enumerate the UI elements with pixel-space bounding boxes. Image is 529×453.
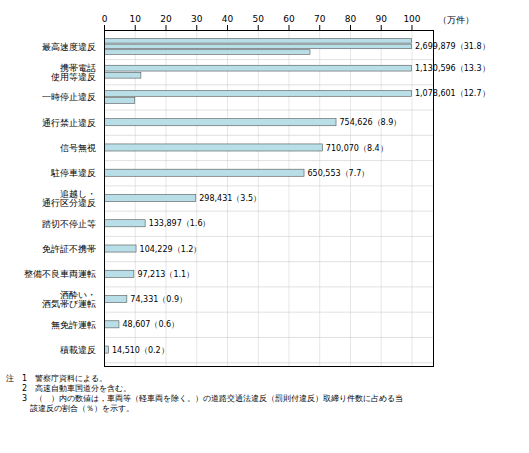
html-text:注 1 警察庁資料による。: 注 1 警察庁資料による。 xyxy=(6,374,108,383)
svg-text:100: 100 xyxy=(403,14,420,24)
svg-text:1,078,601（12.7）: 1,078,601（12.7） xyxy=(415,89,490,98)
svg-text:無免許運転: 無免許運転 xyxy=(51,320,96,330)
svg-text:整備不良車両運転: 整備不良車両運転 xyxy=(24,269,96,279)
svg-text:40: 40 xyxy=(222,14,234,24)
svg-text:携帯電話使用等違反: 携帯電話使用等違反 xyxy=(51,63,96,82)
svg-text:70: 70 xyxy=(314,14,326,24)
svg-text:50: 50 xyxy=(253,14,265,24)
svg-text:追越し・通行区分違反: 追越し・通行区分違反 xyxy=(42,189,96,208)
html-text:3 （ ）内の数値は，車両等（軽車両を除く。）の道路交通法違: 3 （ ）内の数値は，車両等（軽車両を除く。）の道路交通法違反（罰則付違反）取締… xyxy=(6,394,404,403)
svg-text:48,607（0.6）: 48,607（0.6） xyxy=(122,320,179,329)
svg-text:60: 60 xyxy=(283,14,295,24)
svg-text:2,699,879（31.8）: 2,699,879（31.8） xyxy=(415,42,490,51)
svg-text:650,553（7.7）: 650,553（7.7） xyxy=(308,169,370,178)
html-text:2 高速自動車国道分を含む。: 2 高速自動車国道分を含む。 xyxy=(6,384,132,393)
svg-text:10: 10 xyxy=(130,14,142,24)
svg-text:14,510（0.2）: 14,510（0.2） xyxy=(112,346,169,355)
svg-text:1,130,596（13.3）: 1,130,596（13.3） xyxy=(415,64,490,73)
svg-text:30: 30 xyxy=(191,14,203,24)
svg-text:298,431（3.5）: 298,431（3.5） xyxy=(199,194,261,203)
svg-text:駐停車違反: 駐停車違反 xyxy=(50,168,96,178)
svg-text:754,626（8.9）: 754,626（8.9） xyxy=(340,118,402,127)
svg-text:最高速度違反: 最高速度違反 xyxy=(42,42,96,52)
svg-text:74,331（0.9）: 74,331（0.9） xyxy=(130,295,187,304)
svg-text:104,229（1.2）: 104,229（1.2） xyxy=(140,245,202,254)
html-text:該違反の割合（％）を示す。: 該違反の割合（％）を示す。 xyxy=(6,404,134,413)
svg-text:0: 0 xyxy=(102,14,108,24)
svg-text:20: 20 xyxy=(160,14,172,24)
svg-text:（万件）: （万件） xyxy=(438,15,474,25)
svg-text:80: 80 xyxy=(345,14,357,24)
svg-text:通行禁止違反: 通行禁止違反 xyxy=(42,118,96,128)
svg-text:90: 90 xyxy=(376,14,388,24)
svg-text:免許証不携帯: 免許証不携帯 xyxy=(42,244,96,254)
svg-text:積載違反: 積載違反 xyxy=(60,345,96,355)
svg-text:710,070（8.4）: 710,070（8.4） xyxy=(326,144,388,153)
svg-text:踏切不停止等: 踏切不停止等 xyxy=(42,219,96,229)
svg-text:97,213（1.1）: 97,213（1.1） xyxy=(137,270,194,279)
svg-text:信号無視: 信号無視 xyxy=(60,143,96,153)
svg-text:酒酔い・酒気帯び運転: 酒酔い・酒気帯び運転 xyxy=(42,290,96,309)
svg-text:133,897（1.6）: 133,897（1.6） xyxy=(149,219,211,228)
svg-text:一時停止違反: 一時停止違反 xyxy=(42,92,96,102)
